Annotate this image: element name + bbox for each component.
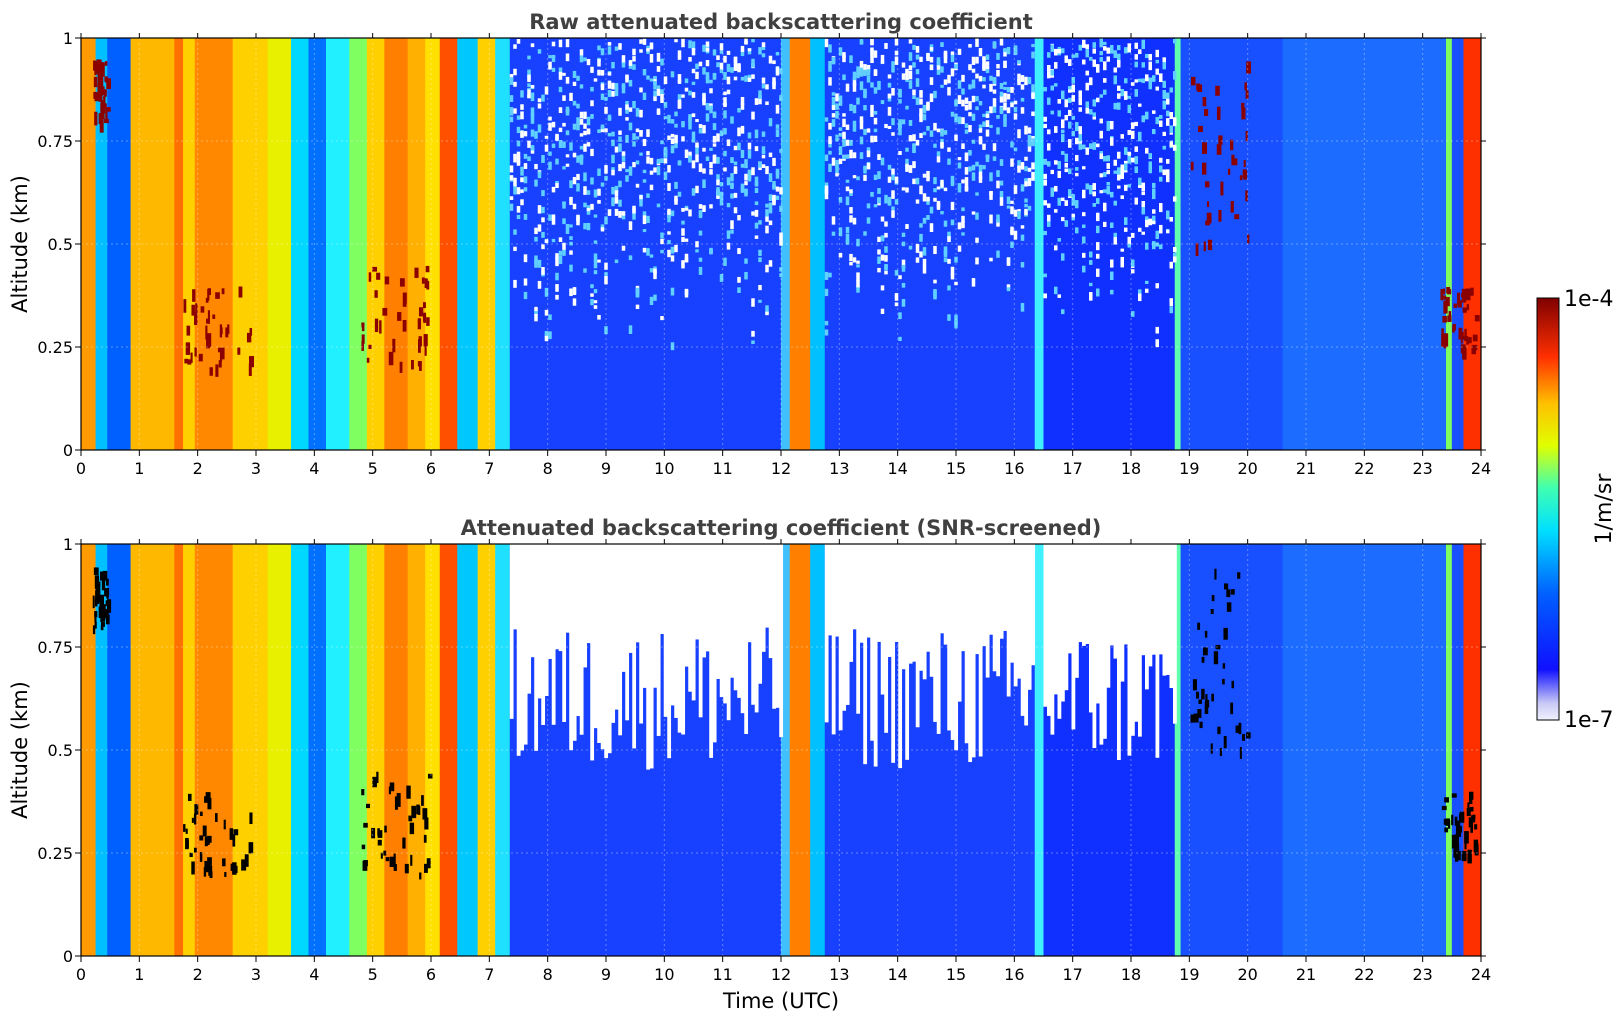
panel-raw-yticks: 0 0.25 0.5 0.75 1 xyxy=(37,29,1486,460)
x-tick-label: 3 xyxy=(251,459,261,478)
panel-screened-title: Attenuated backscattering coefficient (S… xyxy=(461,516,1102,540)
x-tick-label: 18 xyxy=(1121,459,1141,478)
x-tick-label: 14 xyxy=(887,459,907,478)
x-tick-label: 9 xyxy=(601,459,611,478)
x-tick-label: 16 xyxy=(1004,459,1024,478)
panel-raw-xticks: 0 1 2 3 4 5 6 7 8 9 10 11 12 13 14 15 16 17 18 19 20 21 22 23 24 xyxy=(76,33,1491,478)
colorbar: 1e-4 1e-7 1/m/sr xyxy=(1536,287,1617,733)
x-tick-label: 15 xyxy=(946,459,966,478)
x-tick-label: 0 xyxy=(76,459,86,478)
x-tick-label: 9 xyxy=(601,965,611,984)
x-tick-label: 14 xyxy=(887,965,907,984)
x-tick-label: 7 xyxy=(484,459,494,478)
x-tick-label: 5 xyxy=(368,459,378,478)
x-tick-label: 10 xyxy=(654,459,674,478)
panel-screened-grid xyxy=(81,544,1481,956)
colorbar-gradient xyxy=(1536,297,1560,721)
y-tick-label: 0.75 xyxy=(37,638,73,657)
x-tick-label: 15 xyxy=(946,965,966,984)
x-tick-label: 13 xyxy=(829,459,849,478)
colorbar-max-label: 1e-4 xyxy=(1564,287,1613,312)
x-tick-label: 11 xyxy=(712,459,732,478)
y-tick-label: 0.5 xyxy=(48,235,73,254)
x-tick-label: 1 xyxy=(134,459,144,478)
panel-screened: Attenuated backscattering coefficient (S… xyxy=(8,516,1491,1013)
panel-raw: Raw attenuated backscattering coefficien… xyxy=(8,10,1491,478)
x-tick-label: 17 xyxy=(1062,459,1082,478)
x-tick-label: 2 xyxy=(193,459,203,478)
y-tick-label: 0.25 xyxy=(37,338,73,357)
panel-raw-grid xyxy=(81,38,1481,450)
x-tick-label: 19 xyxy=(1179,965,1199,984)
x-tick-label: 23 xyxy=(1412,965,1432,984)
colorbar-min-label: 1e-7 xyxy=(1564,708,1613,733)
x-tick-label: 19 xyxy=(1179,459,1199,478)
x-tick-label: 22 xyxy=(1354,459,1374,478)
x-tick-label: 5 xyxy=(368,965,378,984)
x-tick-label: 6 xyxy=(426,965,436,984)
x-tick-label: 23 xyxy=(1412,459,1432,478)
y-tick-label: 0.25 xyxy=(37,844,73,863)
y-tick-label: 0.5 xyxy=(48,741,73,760)
y-tick-label: 0.75 xyxy=(37,132,73,151)
x-tick-label: 4 xyxy=(309,459,319,478)
colorbar-unit-label: 1/m/sr xyxy=(1592,473,1617,545)
panel-screened-xlabel: Time (UTC) xyxy=(722,989,839,1013)
x-tick-label: 11 xyxy=(712,965,732,984)
x-tick-label: 20 xyxy=(1237,459,1257,478)
x-tick-label: 6 xyxy=(426,459,436,478)
x-tick-label: 20 xyxy=(1237,965,1257,984)
x-tick-label: 21 xyxy=(1296,459,1316,478)
x-tick-label: 13 xyxy=(829,965,849,984)
panel-raw-ylabel: Altitude (km) xyxy=(8,175,32,313)
y-tick-label: 1 xyxy=(63,29,73,48)
x-tick-label: 22 xyxy=(1354,965,1374,984)
x-tick-label: 12 xyxy=(771,965,791,984)
x-tick-label: 2 xyxy=(193,965,203,984)
panel-raw-heatmap xyxy=(81,38,1481,450)
x-tick-label: 10 xyxy=(654,965,674,984)
y-tick-label: 0 xyxy=(63,947,73,966)
x-tick-label: 1 xyxy=(134,965,144,984)
panel-raw-title: Raw attenuated backscattering coefficien… xyxy=(529,10,1033,34)
x-tick-label: 21 xyxy=(1296,965,1316,984)
x-tick-label: 4 xyxy=(309,965,319,984)
x-tick-label: 24 xyxy=(1471,965,1491,984)
x-tick-label: 18 xyxy=(1121,965,1141,984)
x-tick-label: 12 xyxy=(771,459,791,478)
panel-screened-ylabel: Altitude (km) xyxy=(8,681,32,819)
x-tick-label: 17 xyxy=(1062,965,1082,984)
y-tick-label: 1 xyxy=(63,535,73,554)
panel-screened-heatmap xyxy=(81,544,1481,956)
x-tick-label: 7 xyxy=(484,965,494,984)
x-tick-label: 16 xyxy=(1004,965,1024,984)
x-tick-label: 0 xyxy=(76,965,86,984)
panel-screened-yticks: 0 0.25 0.5 0.75 1 xyxy=(37,535,1486,966)
x-tick-label: 8 xyxy=(543,965,553,984)
x-tick-label: 24 xyxy=(1471,459,1491,478)
y-tick-label: 0 xyxy=(63,441,73,460)
panel-screened-xticks: 0 1 2 3 4 5 6 7 8 9 10 11 12 13 14 15 16 17 18 19 20 21 22 23 24 xyxy=(76,539,1491,984)
x-tick-label: 3 xyxy=(251,965,261,984)
x-tick-label: 8 xyxy=(543,459,553,478)
